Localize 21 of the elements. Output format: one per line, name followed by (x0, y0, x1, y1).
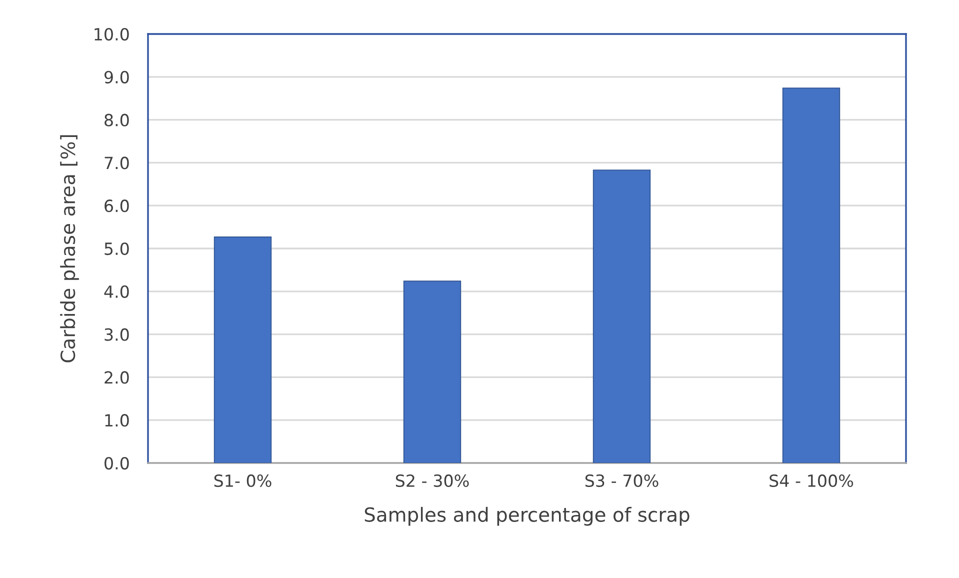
x-axis-title: Samples and percentage of scrap (364, 506, 690, 526)
y-tick-label: 0.0 (104, 456, 129, 470)
y-tick-label: 7.0 (104, 156, 129, 170)
y-tick-label: 2.0 (104, 371, 129, 384)
y-tick-label: 6.0 (104, 200, 129, 212)
x-tick-label: S1- 0% (214, 474, 272, 488)
y-tick-label: 3.0 (104, 328, 129, 341)
x-tick-label: S2 - 30% (396, 474, 469, 488)
x-tick-label: S3 - 70% (585, 474, 658, 488)
y-tick-label: 9.0 (104, 70, 129, 84)
y-tick-label: 5.0 (104, 242, 129, 256)
bar (782, 88, 840, 463)
bar (592, 170, 651, 463)
y-axis-title: Carbide phase area [%] (60, 135, 79, 362)
y-tick-label: 8.0 (104, 114, 129, 126)
x-tick-label: S4 - 100% (770, 474, 854, 488)
y-tick-label: 10.0 (94, 28, 129, 41)
bar (403, 280, 462, 463)
y-tick-label: 1.0 (105, 414, 129, 427)
y-tick-label: 4.0 (104, 285, 129, 298)
bar (214, 236, 272, 463)
